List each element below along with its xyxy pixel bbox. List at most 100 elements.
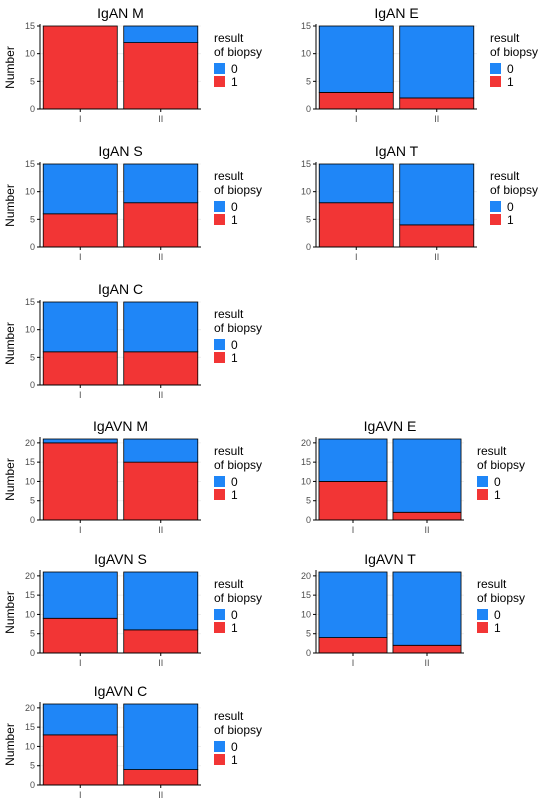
x-tick-label: I <box>79 114 82 124</box>
bar-segment <box>318 25 394 93</box>
y-tick-label: 5 <box>30 76 35 86</box>
legend-title: of biopsy <box>214 723 262 737</box>
chart-title: IgAN C <box>98 281 143 297</box>
bar-segment <box>123 703 199 770</box>
y-tick-label: 0 <box>306 648 311 658</box>
legend-swatch <box>490 76 501 87</box>
bar-segment <box>123 301 199 353</box>
legend-swatch <box>214 489 225 500</box>
x-tick-label: I <box>352 525 355 535</box>
legend-label: 1 <box>494 488 501 502</box>
legend-swatch <box>214 754 225 765</box>
bar-segment <box>123 25 199 44</box>
legend-title: result <box>214 307 244 321</box>
bar-segment <box>42 213 118 248</box>
y-axis-label: Number <box>3 322 17 365</box>
y-tick-label: 10 <box>301 609 311 619</box>
bar-segment <box>123 163 199 204</box>
legend-label: 0 <box>231 338 238 352</box>
x-tick-label: I <box>352 658 355 668</box>
bar-segment <box>392 438 462 513</box>
legend-swatch <box>477 609 488 620</box>
legend-label: 1 <box>231 753 238 767</box>
legend-title: of biopsy <box>477 458 525 472</box>
y-tick-label: 20 <box>301 438 311 448</box>
chart-title: IgAVN S <box>94 551 147 567</box>
y-tick-label: 5 <box>30 761 35 771</box>
legend-label: 0 <box>231 740 238 754</box>
legend-swatch <box>214 622 225 633</box>
y-tick-label: 5 <box>30 496 35 506</box>
bar-segment <box>399 97 475 110</box>
legend-swatch <box>214 339 225 350</box>
y-tick-label: 10 <box>301 49 311 59</box>
legend-swatch <box>214 741 225 752</box>
y-axis-label: Number <box>3 184 17 227</box>
legend-swatch <box>214 76 225 87</box>
y-tick-label: 15 <box>301 457 311 467</box>
bar-segment <box>42 25 118 110</box>
legend-label: 1 <box>507 213 514 227</box>
legend-swatch <box>214 609 225 620</box>
legend-title: of biopsy <box>214 321 262 335</box>
y-tick-label: 5 <box>306 214 311 224</box>
y-tick-label: 10 <box>25 49 35 59</box>
bar-segment <box>318 92 394 110</box>
bar-segment <box>318 481 388 521</box>
x-tick-label: II <box>158 390 163 400</box>
legend-title: of biopsy <box>490 183 538 197</box>
y-tick-label: 15 <box>25 457 35 467</box>
bar-segment <box>42 442 118 521</box>
bar-segment <box>42 438 118 444</box>
y-axis-label: Number <box>3 458 17 501</box>
legend-label: 0 <box>507 62 514 76</box>
y-tick-label: 5 <box>30 214 35 224</box>
bar-segment <box>392 644 462 654</box>
bar-segment <box>42 617 118 654</box>
legend-label: 1 <box>494 621 501 635</box>
y-tick-label: 15 <box>25 722 35 732</box>
y-tick-label: 5 <box>306 496 311 506</box>
y-tick-label: 10 <box>25 476 35 486</box>
x-tick-label: I <box>79 658 82 668</box>
bar-segment <box>42 351 118 386</box>
x-tick-label: I <box>355 114 358 124</box>
x-tick-label: I <box>79 252 82 262</box>
legend-title: of biopsy <box>214 183 262 197</box>
y-tick-label: 10 <box>25 187 35 197</box>
x-tick-label: II <box>158 114 163 124</box>
bar-segment <box>318 202 394 248</box>
y-tick-label: 5 <box>306 629 311 639</box>
x-tick-label: I <box>79 390 82 400</box>
legend-swatch <box>477 476 488 487</box>
y-tick-label: 20 <box>301 571 311 581</box>
y-tick-label: 10 <box>301 187 311 197</box>
legend-label: 1 <box>231 213 238 227</box>
y-tick-label: 15 <box>301 21 311 31</box>
y-tick-label: 20 <box>25 438 35 448</box>
bar-segment <box>123 461 199 521</box>
y-tick-label: 15 <box>301 590 311 600</box>
legend-label: 0 <box>494 608 501 622</box>
x-tick-label: I <box>355 252 358 262</box>
legend-title: result <box>214 577 244 591</box>
bar-segment <box>123 571 199 631</box>
legend-label: 1 <box>231 351 238 365</box>
y-tick-label: 0 <box>30 515 35 525</box>
y-tick-label: 10 <box>25 609 35 619</box>
x-tick-label: I <box>79 525 82 535</box>
x-tick-label: II <box>158 525 163 535</box>
legend-swatch <box>477 489 488 500</box>
legend-swatch <box>490 201 501 212</box>
y-tick-label: 10 <box>25 741 35 751</box>
y-tick-label: 0 <box>30 780 35 790</box>
legend-title: of biopsy <box>477 591 525 605</box>
